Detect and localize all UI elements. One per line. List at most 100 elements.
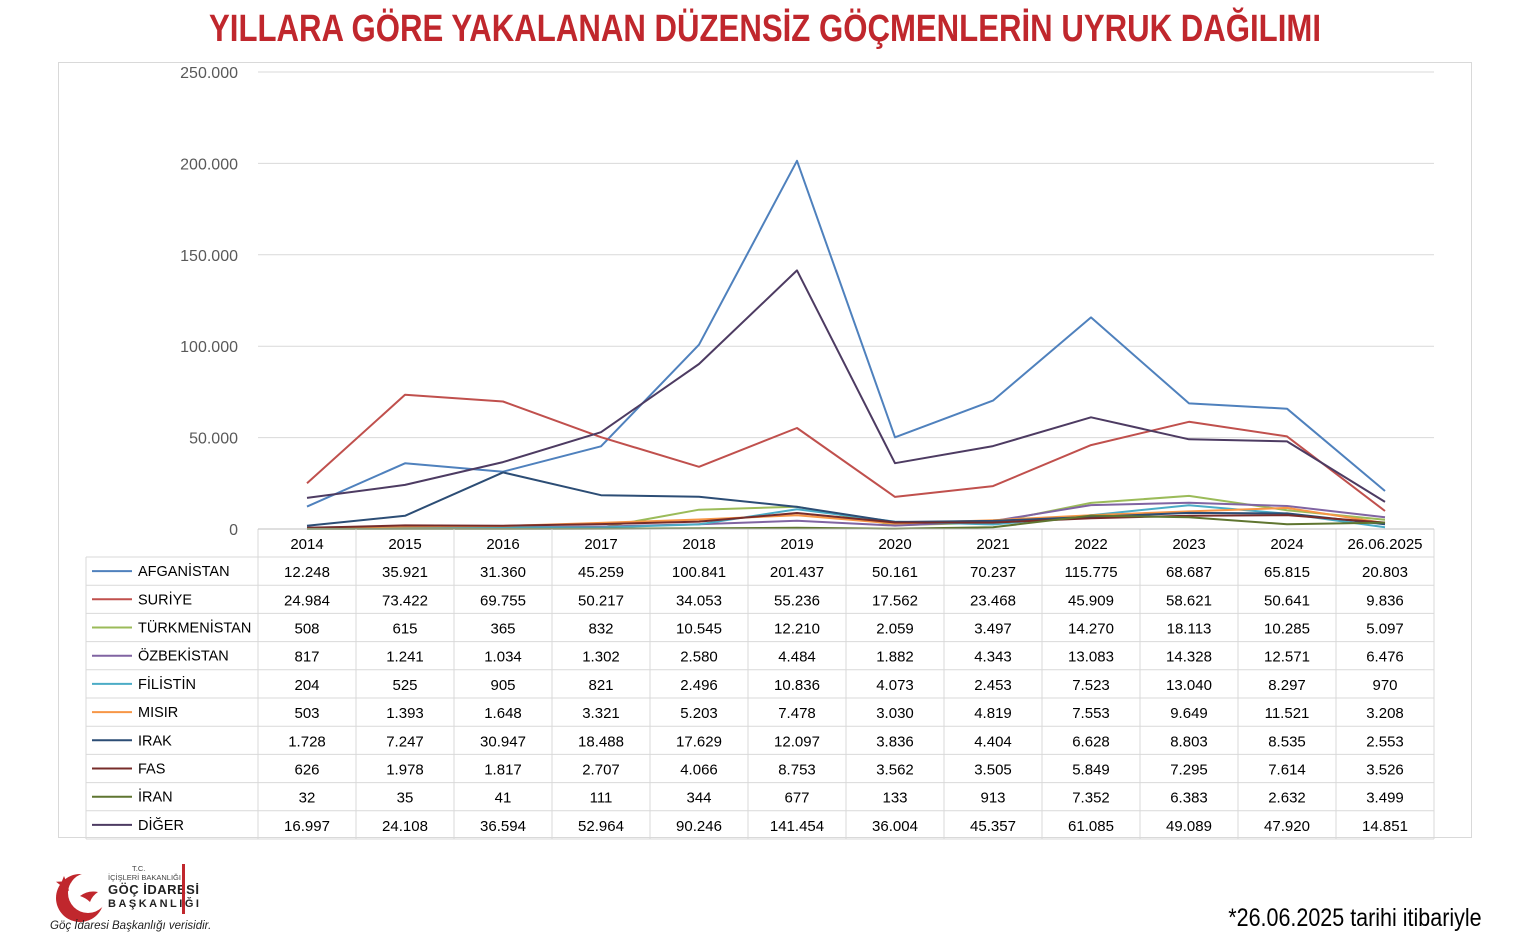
x-tick-label: 2015	[388, 536, 421, 553]
data-label: 201.437	[770, 564, 824, 581]
data-label: 36.594	[480, 818, 526, 835]
data-label: 141.454	[770, 818, 824, 835]
data-label: 31.360	[480, 564, 526, 581]
data-label: 10.285	[1264, 621, 1310, 638]
series-line-fas	[306, 512, 1386, 529]
legend-label: SURİYE	[138, 590, 192, 608]
data-label: 12.571	[1264, 649, 1310, 666]
data-label: 36.004	[872, 818, 918, 835]
data-label: 3.526	[1366, 762, 1404, 779]
data-label: 832	[588, 621, 613, 638]
x-tick-label: 2016	[486, 536, 519, 553]
data-label: 508	[294, 621, 319, 638]
data-label: 8.297	[1268, 677, 1306, 694]
data-label: 55.236	[774, 592, 820, 609]
data-label: 7.295	[1170, 762, 1208, 779]
data-label: 5.203	[680, 705, 718, 722]
data-label: 4.819	[974, 705, 1012, 722]
series-line-afgani̇stan	[306, 159, 1386, 508]
data-label: 4.484	[778, 649, 816, 666]
logo-line-goc: GÖÇ İDARESİ	[108, 882, 200, 897]
data-label: 2.632	[1268, 790, 1306, 807]
data-label: 7.614	[1268, 762, 1306, 779]
data-label: 45.357	[970, 818, 1016, 835]
data-label: 17.629	[676, 733, 722, 750]
data-label: 7.352	[1072, 790, 1110, 807]
crescent-star-icon	[56, 873, 108, 922]
data-label: 49.089	[1166, 818, 1212, 835]
data-label: 9.836	[1366, 592, 1404, 609]
data-label: 1.034	[484, 649, 522, 666]
data-label: 4.073	[876, 677, 914, 694]
data-label: 24.108	[382, 818, 428, 835]
data-label: 17.562	[872, 592, 918, 609]
y-tick-label: 100.000	[180, 339, 238, 356]
data-label: 2.496	[680, 677, 718, 694]
data-label: 7.478	[778, 705, 816, 722]
data-label: 1.393	[386, 705, 424, 722]
data-label: 2.059	[876, 621, 914, 638]
data-label: 3.562	[876, 762, 914, 779]
data-label: 50.217	[578, 592, 624, 609]
series-line-suri̇ye	[306, 393, 1386, 512]
data-label: 525	[392, 677, 417, 694]
data-label: 204	[294, 677, 319, 694]
data-label: 905	[490, 677, 515, 694]
data-label: 7.247	[386, 733, 424, 750]
legend-label: FAS	[138, 762, 165, 778]
data-label: 1.302	[582, 649, 620, 666]
data-label: 45.259	[578, 564, 624, 581]
data-label: 8.535	[1268, 733, 1306, 750]
data-label: 9.649	[1170, 705, 1208, 722]
data-label: 14.851	[1362, 818, 1408, 835]
data-label: 10.836	[774, 677, 820, 694]
data-label: 14.270	[1068, 621, 1114, 638]
logo-line-tc: T.C.	[132, 864, 146, 873]
data-label: 2.707	[582, 762, 620, 779]
data-label: 70.237	[970, 564, 1016, 581]
data-label: 6.476	[1366, 649, 1404, 666]
legend-label: FİLİSTİN	[138, 675, 196, 693]
data-label: 34.053	[676, 592, 722, 609]
data-label: 12.248	[284, 564, 330, 581]
data-label: 69.755	[480, 592, 526, 609]
logo-bar	[182, 864, 185, 914]
data-label: 20.803	[1362, 564, 1408, 581]
y-tick-label: 0	[229, 522, 238, 539]
data-label: 16.997	[284, 818, 330, 835]
legend-label: ÖZBEKİSTAN	[138, 647, 229, 665]
data-label: 68.687	[1166, 564, 1212, 581]
data-label: 626	[294, 762, 319, 779]
data-label: 1.241	[386, 649, 424, 666]
data-label: 503	[294, 705, 319, 722]
y-tick-label: 150.000	[180, 248, 238, 265]
x-tick-label: 2022	[1074, 536, 1107, 553]
legend-label: IRAK	[138, 733, 172, 749]
legend-label: TÜRKMENİSTAN	[138, 619, 251, 637]
data-label: 8.803	[1170, 733, 1208, 750]
x-tick-label: 2014	[290, 536, 323, 553]
legend-label: AFGANİSTAN	[138, 562, 230, 580]
data-label: 18.113	[1167, 621, 1212, 638]
data-label: 50.161	[872, 564, 918, 581]
y-tick-label: 50.000	[189, 431, 238, 448]
data-label: 115.775	[1064, 564, 1117, 581]
data-label: 18.488	[578, 733, 624, 750]
data-label: 4.343	[974, 649, 1012, 666]
data-label: 133	[882, 790, 907, 807]
data-label: 8.753	[778, 762, 816, 779]
data-label: 2.453	[974, 677, 1012, 694]
data-label: 6.383	[1170, 790, 1208, 807]
legend-label: İRAN	[138, 788, 173, 806]
data-label: 3.030	[876, 705, 914, 722]
data-label: 13.040	[1166, 677, 1212, 694]
data-label: 4.066	[680, 762, 718, 779]
data-label: 821	[588, 677, 613, 694]
data-label: 3.505	[974, 762, 1012, 779]
data-label: 913	[980, 790, 1005, 807]
data-label: 6.628	[1072, 733, 1110, 750]
chart-area	[58, 62, 1472, 838]
data-label: 24.984	[284, 592, 330, 609]
data-label: 1.648	[484, 705, 522, 722]
